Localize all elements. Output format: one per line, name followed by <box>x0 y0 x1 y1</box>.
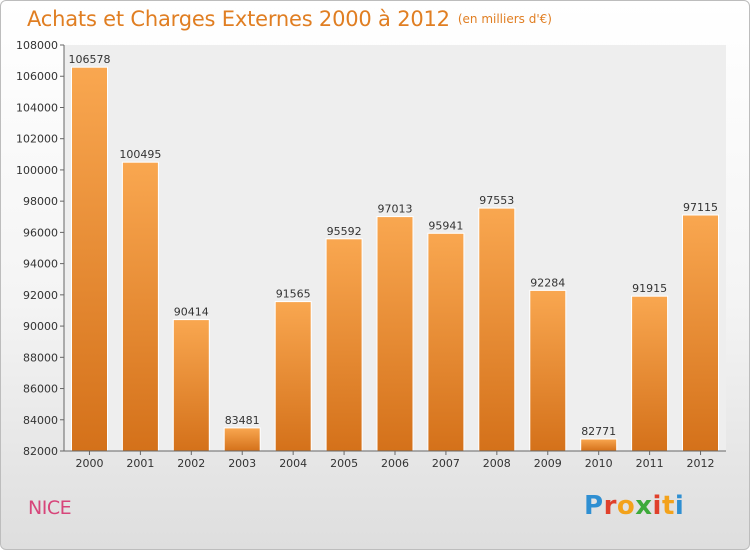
bar-2002 <box>172 319 210 452</box>
value-label-2004: 91565 <box>276 288 311 301</box>
bar-2001 <box>121 161 159 452</box>
logo-letter: x <box>635 491 653 521</box>
y-tick-label-100000: 100000 <box>16 164 58 177</box>
x-tick-label-2009: 2009 <box>534 457 562 470</box>
value-label-2007: 95941 <box>428 219 463 232</box>
y-tick-label-82000: 82000 <box>23 445 58 458</box>
value-label-2000: 106578 <box>69 53 111 66</box>
chart-title: Achats et Charges Externes 2000 à 2012 <box>27 7 450 31</box>
y-tick-label-104000: 104000 <box>16 101 58 114</box>
value-label-2009: 92284 <box>530 276 565 289</box>
bar-2004 <box>274 301 312 452</box>
value-label-2008: 97553 <box>479 194 514 207</box>
bar-2011 <box>631 295 669 452</box>
city-label: NICE <box>28 497 72 519</box>
logo-letter: t <box>661 491 675 521</box>
value-label-2011: 91915 <box>632 282 667 295</box>
logo-letter: P <box>584 491 604 521</box>
bar-2003 <box>223 427 261 452</box>
bar-2007 <box>427 232 465 452</box>
x-tick-label-2002: 2002 <box>177 457 205 470</box>
y-tick-label-94000: 94000 <box>23 258 58 271</box>
value-label-2012: 97115 <box>683 201 718 214</box>
bar-2008 <box>478 207 516 452</box>
value-label-2006: 97013 <box>378 203 413 216</box>
y-tick-label-88000: 88000 <box>23 351 58 364</box>
value-label-2001: 100495 <box>119 148 161 161</box>
logo-letter: i <box>674 491 685 521</box>
logo-letter: r <box>603 491 617 521</box>
logo-letter: o <box>616 491 636 521</box>
x-tick-label-2011: 2011 <box>636 457 664 470</box>
y-tick-label-92000: 92000 <box>23 289 58 302</box>
value-label-2003: 83481 <box>225 414 260 427</box>
x-tick-label-2000: 2000 <box>76 457 104 470</box>
bar-2012 <box>682 214 719 452</box>
y-tick-label-90000: 90000 <box>23 320 58 333</box>
bar-2010 <box>580 438 618 452</box>
y-tick-label-96000: 96000 <box>23 226 58 239</box>
x-tick-label-2007: 2007 <box>432 457 460 470</box>
bar-2006 <box>376 216 414 452</box>
y-tick-label-108000: 108000 <box>16 39 58 52</box>
title-line: Achats et Charges Externes 2000 à 2012 (e… <box>27 7 552 31</box>
x-tick-label-2003: 2003 <box>228 457 256 470</box>
y-tick-label-98000: 98000 <box>23 195 58 208</box>
y-tick-label-86000: 86000 <box>23 383 58 396</box>
y-tick-label-102000: 102000 <box>16 133 58 146</box>
x-tick-label-2010: 2010 <box>585 457 613 470</box>
bar-2005 <box>325 238 363 452</box>
x-tick-label-2006: 2006 <box>381 457 409 470</box>
x-tick-label-2008: 2008 <box>483 457 511 470</box>
value-label-2010: 82771 <box>581 425 616 438</box>
value-label-2005: 95592 <box>327 225 362 238</box>
chart-subtitle: (en milliers d'€) <box>457 12 552 26</box>
y-tick-label-106000: 106000 <box>16 70 58 83</box>
bar-2000 <box>71 66 108 452</box>
x-tick-label-2004: 2004 <box>279 457 307 470</box>
x-tick-label-2001: 2001 <box>126 457 154 470</box>
proxiti-logo: Proxiti <box>584 491 684 521</box>
x-tick-label-2012: 2012 <box>687 457 715 470</box>
logo-letter: i <box>652 491 662 521</box>
y-tick-label-84000: 84000 <box>23 414 58 427</box>
bar-2009 <box>529 289 567 452</box>
x-tick-label-2005: 2005 <box>330 457 358 470</box>
value-label-2002: 90414 <box>174 306 209 319</box>
